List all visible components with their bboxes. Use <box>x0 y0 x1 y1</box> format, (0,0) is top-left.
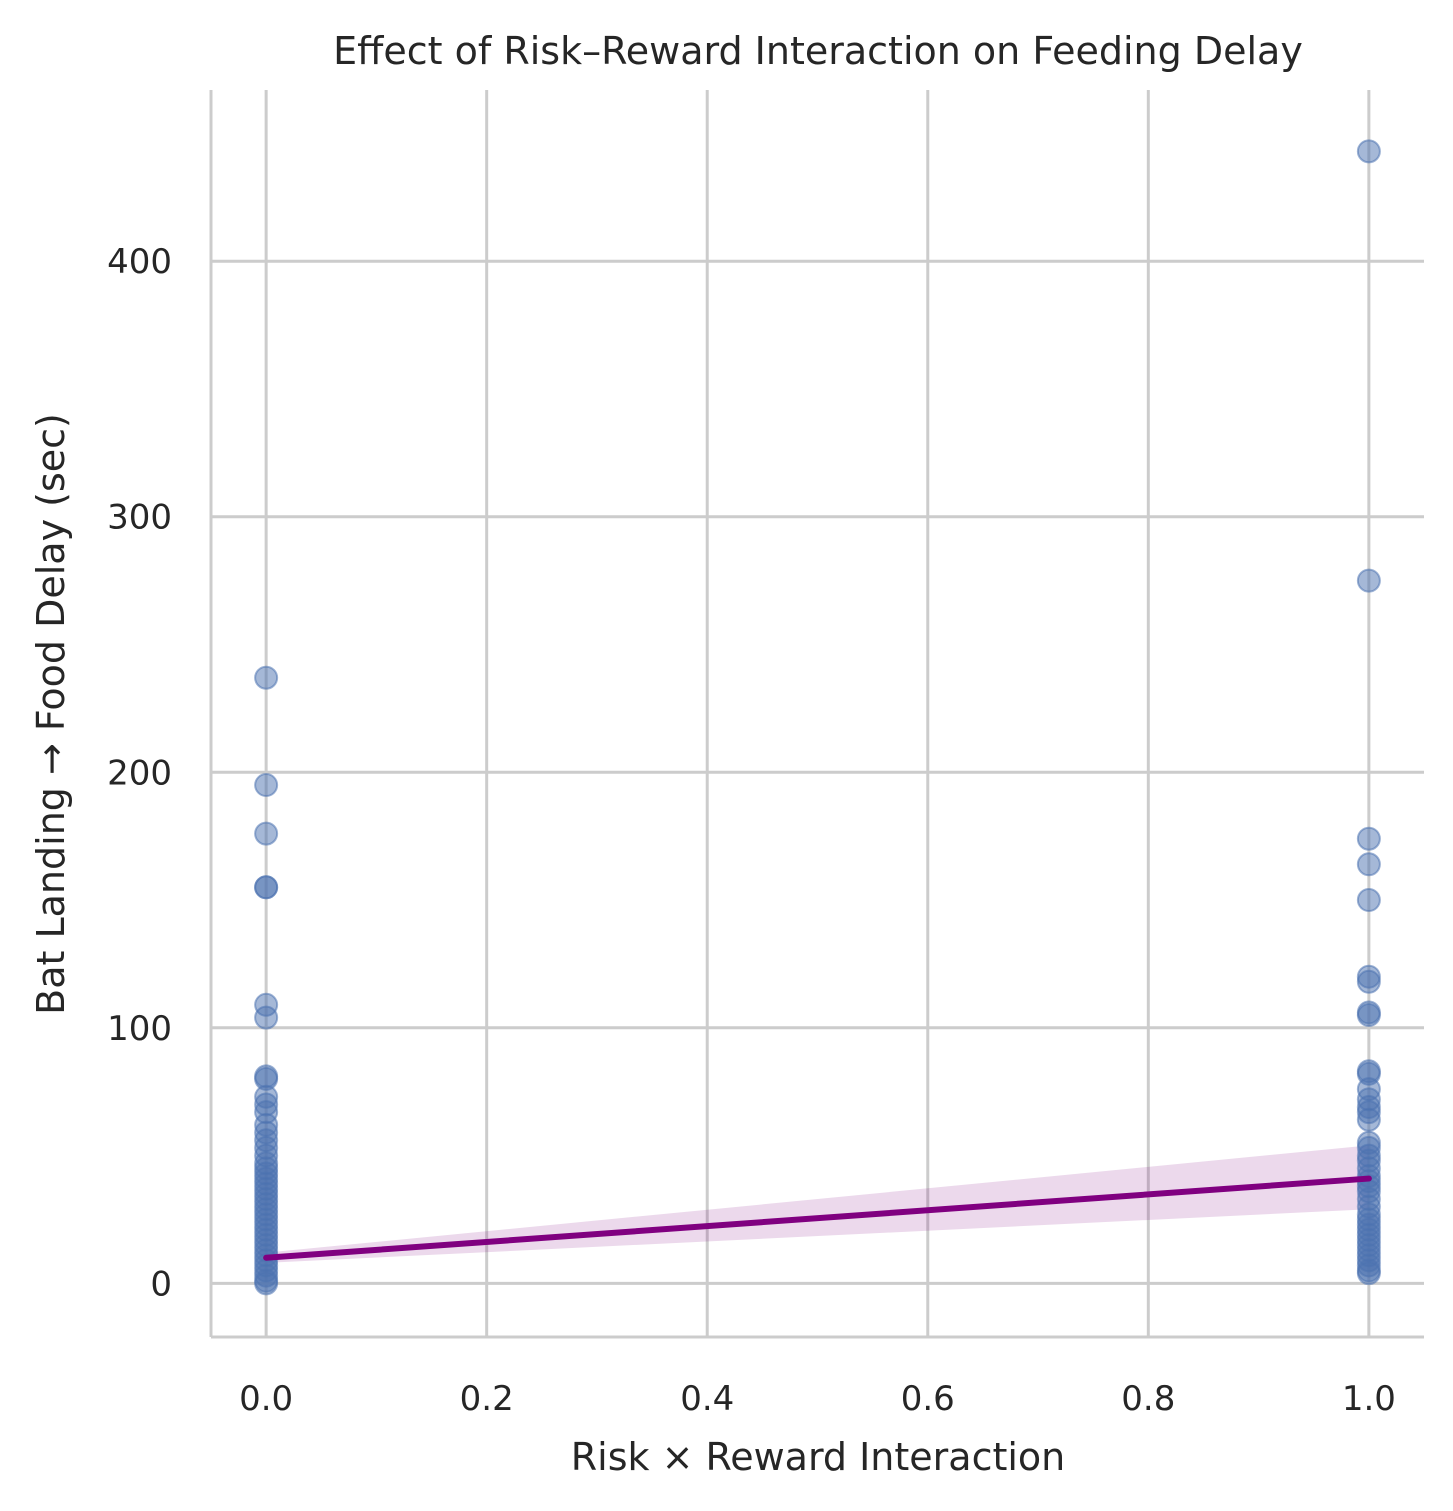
regression-line <box>263 1175 1372 1261</box>
regression-line-group <box>263 1175 1372 1261</box>
data-point <box>1356 969 1381 994</box>
x-tick-label: 1.0 <box>1342 1379 1396 1419</box>
y-tick-label: 200 <box>107 753 172 793</box>
data-point <box>254 1271 279 1296</box>
data-point <box>254 773 279 798</box>
data-point <box>1356 826 1381 851</box>
x-gridlines <box>264 90 1371 1337</box>
data-point <box>254 665 279 690</box>
y-tick-label: 400 <box>107 242 172 282</box>
x-tick-label: 0.0 <box>239 1379 293 1419</box>
x-tick-label: 0.2 <box>460 1379 514 1419</box>
y-tick-label: 0 <box>150 1264 172 1304</box>
data-point <box>1356 568 1381 593</box>
chart-title: Effect of Risk–Reward Interaction on Fee… <box>333 29 1303 73</box>
data-point <box>1356 1261 1381 1286</box>
y-axis-label: Bat Landing → Food Delay (sec) <box>29 413 73 1015</box>
confidence-band <box>266 1145 1369 1263</box>
data-points <box>254 139 1381 1296</box>
data-point <box>254 821 279 846</box>
x-tick-label: 0.6 <box>901 1379 955 1419</box>
x-tick-labels: 0.0 0.2 0.4 0.6 0.8 1.0 <box>239 1379 1396 1419</box>
x-axis-label: Risk × Reward Interaction <box>571 1435 1066 1479</box>
data-point <box>1356 852 1381 877</box>
y-tick-label: 100 <box>107 1009 172 1049</box>
data-point <box>1356 1107 1381 1132</box>
y-gridlines <box>211 259 1424 1285</box>
y-tick-label: 300 <box>107 498 172 538</box>
y-tick-labels: 0 100 200 300 400 <box>107 242 172 1304</box>
data-point <box>254 875 279 900</box>
x-tick-label: 0.8 <box>1121 1379 1175 1419</box>
confidence-band-area <box>266 1145 1369 1263</box>
data-point <box>1356 888 1381 913</box>
data-point <box>254 1005 279 1030</box>
x-tick-label: 0.4 <box>680 1379 734 1419</box>
data-point <box>1356 1003 1381 1028</box>
data-point <box>1356 139 1381 164</box>
